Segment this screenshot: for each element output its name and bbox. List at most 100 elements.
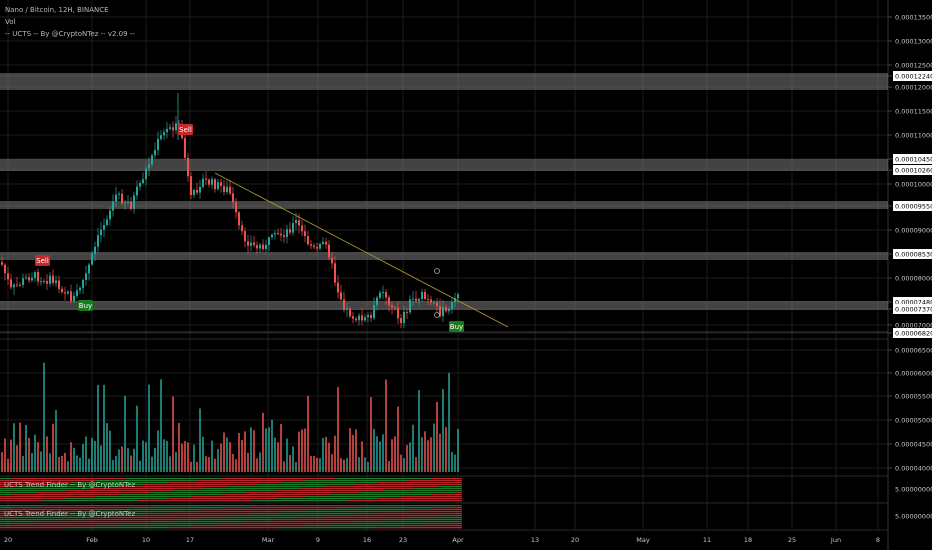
candle-body-94 [283, 235, 285, 237]
pane-cell-292 [366, 484, 372, 486]
pane-cell-1242 [60, 513, 66, 515]
pane-cell-1044 [258, 507, 264, 509]
pane-cell-655 [234, 494, 240, 496]
pane-cell-1066 [390, 507, 396, 509]
candle-body-71 [214, 179, 216, 190]
signal-buy-3: Buy [449, 321, 464, 332]
pane-cell-564 [150, 492, 156, 494]
pane-cell-181 [162, 482, 168, 484]
pane-cell-451 [396, 488, 402, 490]
pane-cell-85 [48, 480, 54, 482]
pane-cell-221 [402, 482, 408, 484]
volume-bar-15 [46, 436, 48, 472]
pane-cell-93 [96, 480, 102, 482]
price-axis[interactable]: 0.000135000.000130000.000125000.00012240… [888, 14, 932, 521]
volume-legend[interactable]: Vol [5, 18, 16, 26]
candle-body-21 [64, 292, 66, 294]
candle-body-5 [16, 284, 18, 286]
pane-cell-718 [150, 496, 156, 498]
pane-cell-1609 [414, 521, 420, 523]
volume-bar-57 [172, 396, 174, 472]
pane-cell-1278 [276, 513, 282, 515]
volume-bar-89 [268, 427, 270, 472]
pane-cell-1243 [66, 513, 72, 515]
pane-cell-565 [156, 492, 162, 494]
pane-cell-1687 [420, 523, 426, 525]
pane-cell-126 [294, 480, 300, 482]
pane-cell-1005 [24, 507, 30, 509]
trend-finder-label-2[interactable]: UCTS Trend Finder -- By @CryptoNTez [4, 510, 136, 518]
pane-cell-1135 [342, 509, 348, 511]
pane-cell-105 [168, 480, 174, 482]
pane-cell-1607 [402, 521, 408, 523]
pane-cell-122 [270, 480, 276, 482]
pane-cell-1461 [450, 517, 456, 519]
candle-body-103 [310, 244, 312, 246]
pane-cell-1324 [90, 515, 96, 517]
pane-cell-487 [150, 490, 156, 492]
candle-body-36 [109, 210, 111, 220]
pane-cell-1487 [144, 519, 150, 521]
symbol-legend[interactable]: Nano / Bitcoin, 12H, BINANCE [5, 6, 109, 14]
pane-cell-676 [360, 494, 366, 496]
pane-cell-325 [102, 486, 108, 488]
pane-cell-817 [282, 498, 288, 500]
pane-cell-691 [450, 494, 456, 496]
pane-cell-1733 [234, 525, 240, 527]
pane-cell-1203 [288, 511, 294, 513]
pane-cell-1818 [282, 527, 288, 529]
pane-cell-374 [396, 486, 402, 488]
pane-cell-490 [168, 490, 174, 492]
pane-cell-1722 [168, 525, 174, 527]
pane-cell-1093 [90, 509, 96, 511]
pane-cell-1275 [258, 513, 264, 515]
pane-cell-906 [354, 500, 360, 502]
candle-body-143 [430, 299, 432, 303]
volume-bar-137 [412, 424, 414, 472]
pane-cell-1719 [150, 525, 156, 527]
pane-cell-274 [258, 484, 264, 486]
pane-cell-196 [252, 482, 258, 484]
candle-body-86 [259, 244, 261, 249]
pane-cell-862 [90, 500, 96, 502]
pane-cell-1834 [378, 527, 384, 529]
pane-cell-225 [426, 482, 432, 484]
pane-cell-926 [12, 505, 18, 507]
pane-cell-1481 [108, 519, 114, 521]
pane-cell-207 [318, 482, 324, 484]
pane-cell-516 [324, 490, 330, 492]
pane-cell-627 [66, 494, 72, 496]
candle-body-6 [19, 284, 21, 286]
pane-cell-1496 [198, 519, 204, 521]
candle-body-115 [346, 308, 348, 310]
volume-bar-23 [70, 442, 72, 472]
pane-cell-168 [84, 482, 90, 484]
pane-cell-1137 [354, 509, 360, 511]
pane-cell-1086 [48, 509, 54, 511]
pane-cell-1664 [282, 523, 288, 525]
time-axis[interactable]: 20 Feb 10 17 Mar 9 16 23 Apr 13 20 May 11 18 25 Jun 8 [4, 536, 880, 544]
pane-cell-1079 [6, 509, 12, 511]
pane-cell-1363 [324, 515, 330, 517]
pane-cell-588 [294, 492, 300, 494]
pane-cell-1797 [156, 527, 162, 529]
pane-cell-1621 [24, 523, 30, 525]
pane-cell-1578 [228, 521, 234, 523]
pane-cell-499 [222, 490, 228, 492]
pane-cell-680 [384, 494, 390, 496]
pane-cell-1770 [456, 525, 462, 527]
trend-finder-label-1[interactable]: UCTS Trend Finder -- By @CryptoNTez [4, 481, 136, 489]
pane-cell-1408 [132, 517, 138, 519]
pane-cell-1114 [216, 509, 222, 511]
pane-cell-623 [42, 494, 48, 496]
pane-cell-1124 [276, 509, 282, 511]
pane-cell-387 [12, 488, 18, 490]
volume-bar-63 [190, 461, 192, 472]
indicator-legend[interactable]: -- UCTS -- By @CryptoNTez -- v2.09 -- [5, 30, 135, 38]
pane-cell-753 [360, 496, 366, 498]
pane-cell-215 [366, 482, 372, 484]
pane-cell-444 [354, 488, 360, 490]
pane-cell-1300 [408, 513, 414, 515]
